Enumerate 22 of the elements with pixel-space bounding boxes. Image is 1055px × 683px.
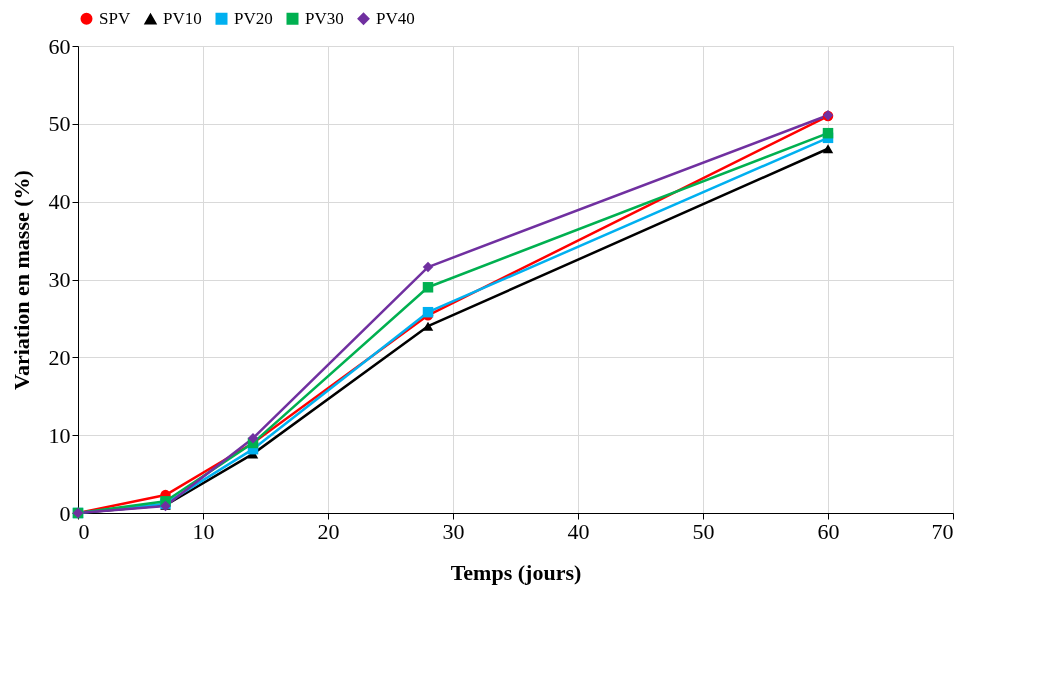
- y-tick-label: 30: [48, 267, 71, 292]
- legend-label: PV20: [234, 8, 273, 28]
- x-tick-label: 0: [78, 518, 90, 544]
- x-tick-label: 10: [192, 518, 215, 544]
- y-tick-label: 40: [48, 189, 71, 215]
- legend-label: PV40: [376, 8, 415, 28]
- y-tick-label: 50: [48, 111, 71, 137]
- y-tick-label: 10: [48, 422, 71, 448]
- x-tick-label: 30: [442, 518, 465, 544]
- y-tick-label: 60: [48, 33, 71, 59]
- y-axis-title: Variation en masse (%): [8, 170, 34, 390]
- x-axis-title: Temps (jours): [450, 559, 582, 585]
- legend-label: PV10: [163, 9, 202, 29]
- x-tick-label: 70: [931, 518, 954, 544]
- legend-label: PV30: [305, 8, 344, 28]
- x-tick-label: 50: [692, 518, 715, 544]
- x-tick-label: 60: [817, 518, 840, 544]
- legend-label: SPV: [99, 8, 131, 28]
- x-tick-label: 20: [317, 518, 340, 544]
- x-tick-label: 40: [567, 518, 590, 544]
- y-tick-label: 0: [59, 500, 71, 526]
- y-tick-label: 20: [48, 344, 71, 370]
